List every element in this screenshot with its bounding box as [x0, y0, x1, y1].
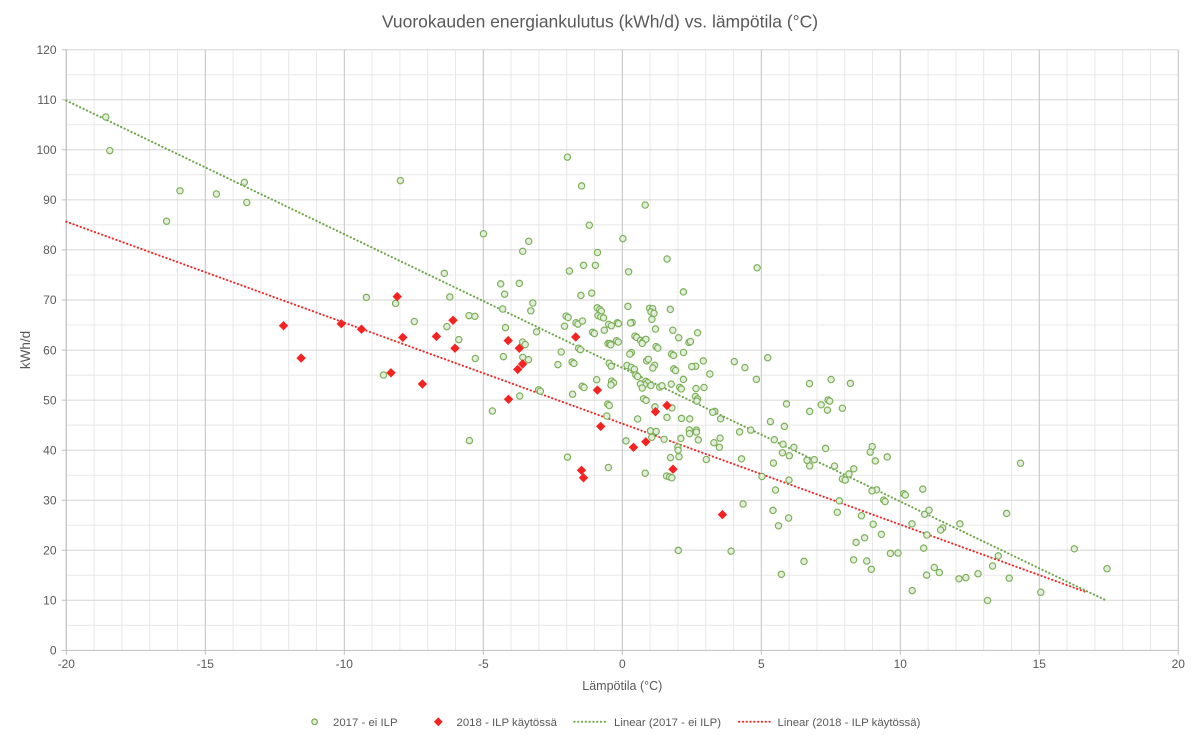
svg-text:-20: -20 [58, 657, 76, 671]
svg-text:80: 80 [43, 243, 57, 257]
svg-text:0: 0 [50, 644, 57, 658]
svg-text:70: 70 [43, 293, 57, 307]
svg-text:20: 20 [43, 544, 57, 558]
svg-text:-15: -15 [197, 657, 215, 671]
svg-text:30: 30 [43, 493, 57, 507]
svg-text:2018 - ILP käytössä: 2018 - ILP käytössä [457, 717, 558, 729]
svg-text:Linear (2017 - ei ILP): Linear (2017 - ei ILP) [614, 717, 721, 729]
svg-text:15: 15 [1033, 657, 1047, 671]
svg-text:120: 120 [36, 43, 56, 57]
svg-text:0: 0 [619, 657, 626, 671]
svg-text:90: 90 [43, 193, 57, 207]
svg-text:Linear (2018 - ILP käytössä): Linear (2018 - ILP käytössä) [778, 717, 921, 729]
svg-text:50: 50 [43, 393, 57, 407]
svg-text:kWh/d: kWh/d [18, 331, 33, 369]
svg-text:-10: -10 [336, 657, 354, 671]
svg-text:Vuorokauden energiankulutus (k: Vuorokauden energiankulutus (kWh/d) vs. … [382, 12, 818, 32]
svg-text:5: 5 [758, 657, 765, 671]
svg-text:10: 10 [894, 657, 908, 671]
svg-text:110: 110 [37, 93, 56, 107]
svg-text:2017 - ei ILP: 2017 - ei ILP [333, 717, 398, 729]
svg-text:60: 60 [43, 343, 57, 357]
svg-text:40: 40 [43, 443, 57, 457]
svg-text:-5: -5 [478, 657, 489, 671]
svg-text:100: 100 [36, 143, 56, 157]
svg-text:Lämpötila (°C): Lämpötila (°C) [582, 679, 662, 693]
svg-text:20: 20 [1172, 657, 1186, 671]
svg-text:10: 10 [43, 594, 57, 608]
